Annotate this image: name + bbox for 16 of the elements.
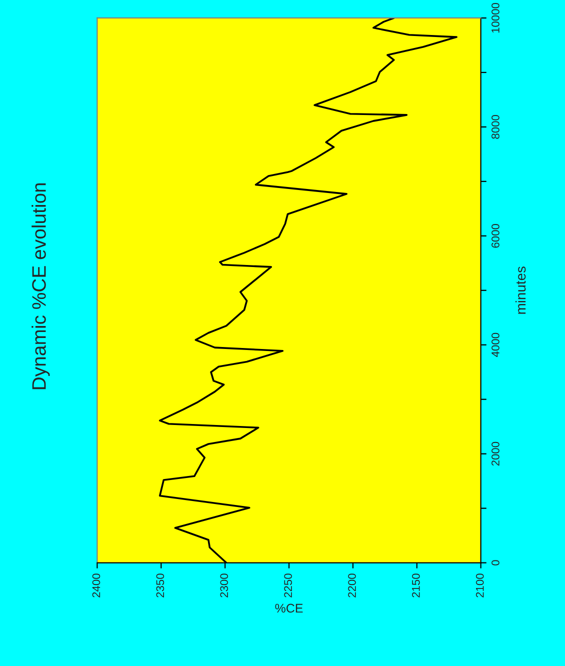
y-tick-label: 8000 [492, 115, 500, 139]
text: Dynamic %CE evolution [32, 183, 50, 390]
x-tick-label: 2350 [156, 574, 164, 598]
x-tick-label: 2200 [348, 574, 356, 598]
y-tick-label: 4000 [492, 332, 500, 357]
x-axis-title: %CE [275, 604, 303, 613]
x-tick-label: 2300 [220, 574, 228, 598]
y-tick-label: 6000 [492, 224, 500, 248]
y-tick-label: 10000 [492, 2, 500, 33]
y-axis-title: minutes [515, 266, 526, 314]
x-tick-label: 2150 [412, 574, 420, 598]
y-tick-label: 2000 [492, 442, 500, 466]
x-tick-label: 2100 [476, 574, 484, 598]
x-tick-label: 2400 [92, 574, 100, 598]
y-tick-label: 0 [492, 560, 500, 566]
x-tick-label: 2250 [284, 574, 292, 598]
